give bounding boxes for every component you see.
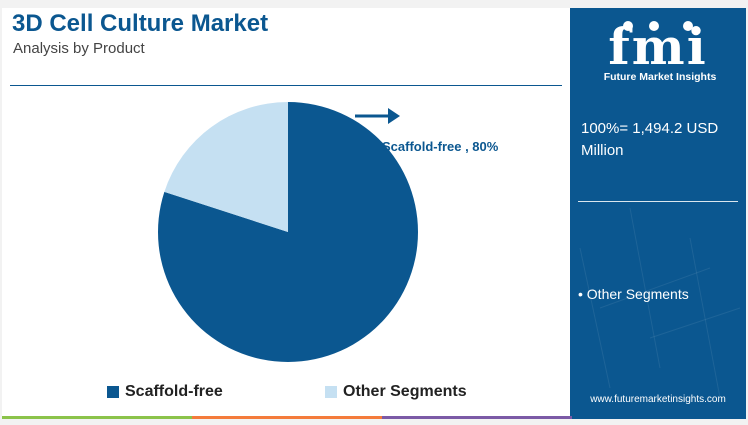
- legend-label: Other Segments: [343, 383, 467, 400]
- market-total: 100%= 1,494.2 USD Million: [581, 120, 719, 159]
- side-divider: [578, 201, 738, 202]
- legend-label: Scaffold-free: [125, 383, 223, 400]
- chart-title: 3D Cell Culture Market: [12, 10, 269, 37]
- arrow-right-icon: [355, 108, 400, 124]
- legend-item-scaffold-free: Scaffold-free: [107, 382, 223, 402]
- fmi-logo: fmi: [608, 18, 705, 70]
- chart-subtitle: Analysis by Product: [13, 40, 145, 57]
- slice-callout-label: Scaffold-free , 80%: [382, 139, 499, 154]
- website-link[interactable]: www.futuremarketinsights.com: [590, 394, 726, 405]
- pie-chart: [158, 102, 418, 362]
- other-segments-note: • Other Segments: [578, 286, 689, 302]
- panel-texture: [579, 207, 741, 399]
- pie-slice-other-segments: [164, 102, 288, 232]
- legend-item-other-segments: Other Segments: [325, 382, 467, 402]
- side-panel: fmi Future Market Insights 100%= 1,494.2…: [570, 8, 746, 416]
- bottom-color-bar: [2, 416, 746, 419]
- title-divider: [10, 85, 562, 86]
- legend-swatch: [325, 386, 337, 398]
- logo-subtitle: Future Market Insights: [603, 71, 717, 83]
- legend-swatch: [107, 386, 119, 398]
